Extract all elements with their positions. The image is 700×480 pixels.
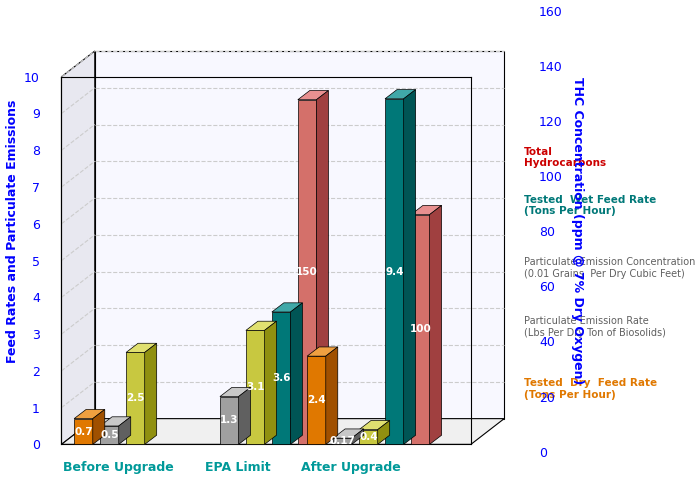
Polygon shape bbox=[411, 215, 430, 444]
Polygon shape bbox=[290, 303, 302, 444]
Text: 3.6: 3.6 bbox=[272, 373, 290, 383]
Polygon shape bbox=[385, 99, 404, 444]
Y-axis label: THC Concentration (ppm @ 7% Dry Oxygen): THC Concentration (ppm @ 7% Dry Oxygen) bbox=[570, 77, 584, 385]
Polygon shape bbox=[385, 90, 416, 99]
Text: Particulate Emission Rate
(Lbs Per Dry Ton of Biosolids): Particulate Emission Rate (Lbs Per Dry T… bbox=[524, 316, 666, 337]
Text: Tested  Dry  Feed Rate
(Tons Per Hour): Tested Dry Feed Rate (Tons Per Hour) bbox=[524, 378, 657, 400]
Polygon shape bbox=[94, 51, 504, 419]
Polygon shape bbox=[351, 429, 364, 444]
Polygon shape bbox=[100, 417, 131, 426]
Polygon shape bbox=[307, 356, 326, 444]
Polygon shape bbox=[430, 205, 442, 444]
Polygon shape bbox=[220, 387, 251, 396]
Polygon shape bbox=[100, 426, 119, 444]
Polygon shape bbox=[246, 330, 265, 444]
Polygon shape bbox=[298, 100, 316, 444]
Polygon shape bbox=[93, 409, 105, 444]
Text: 2.4: 2.4 bbox=[307, 395, 326, 405]
Polygon shape bbox=[359, 420, 390, 430]
Y-axis label: Feed Rates and Particulate Emissions: Feed Rates and Particulate Emissions bbox=[6, 99, 19, 363]
Polygon shape bbox=[74, 419, 93, 444]
Text: 3.1: 3.1 bbox=[246, 383, 265, 392]
Polygon shape bbox=[307, 347, 338, 356]
Polygon shape bbox=[326, 347, 338, 444]
Text: 0.7: 0.7 bbox=[74, 427, 93, 436]
Polygon shape bbox=[74, 409, 105, 419]
Polygon shape bbox=[239, 387, 251, 444]
Polygon shape bbox=[378, 420, 390, 444]
Polygon shape bbox=[411, 205, 442, 215]
Polygon shape bbox=[246, 321, 276, 330]
Text: 150: 150 bbox=[296, 267, 318, 277]
Text: 0.5: 0.5 bbox=[100, 430, 119, 440]
Polygon shape bbox=[62, 51, 94, 444]
Polygon shape bbox=[404, 90, 416, 444]
Polygon shape bbox=[220, 396, 239, 444]
Polygon shape bbox=[62, 419, 504, 444]
Text: 0.4: 0.4 bbox=[359, 432, 378, 442]
Text: Particulate Emission Concentration
(0.01 Grains  Per Dry Cubic Feet): Particulate Emission Concentration (0.01… bbox=[524, 257, 696, 279]
Polygon shape bbox=[119, 417, 131, 444]
Polygon shape bbox=[126, 343, 157, 352]
Polygon shape bbox=[126, 352, 145, 444]
Text: 0.17: 0.17 bbox=[330, 436, 356, 446]
Polygon shape bbox=[265, 321, 277, 444]
Text: 1.3: 1.3 bbox=[220, 416, 239, 425]
Polygon shape bbox=[272, 312, 290, 444]
Text: 2.5: 2.5 bbox=[126, 394, 145, 403]
Polygon shape bbox=[316, 91, 328, 444]
Polygon shape bbox=[298, 91, 328, 100]
Polygon shape bbox=[333, 438, 351, 444]
Polygon shape bbox=[359, 430, 378, 444]
Text: Tested  Wet Feed Rate
(Tons Per Hour): Tested Wet Feed Rate (Tons Per Hour) bbox=[524, 194, 657, 216]
Polygon shape bbox=[333, 429, 364, 438]
Polygon shape bbox=[272, 303, 302, 312]
Polygon shape bbox=[145, 343, 157, 444]
Text: 9.4: 9.4 bbox=[385, 266, 404, 276]
Text: 100: 100 bbox=[410, 324, 431, 335]
Text: Total
Hydrocarbons: Total Hydrocarbons bbox=[524, 147, 606, 168]
